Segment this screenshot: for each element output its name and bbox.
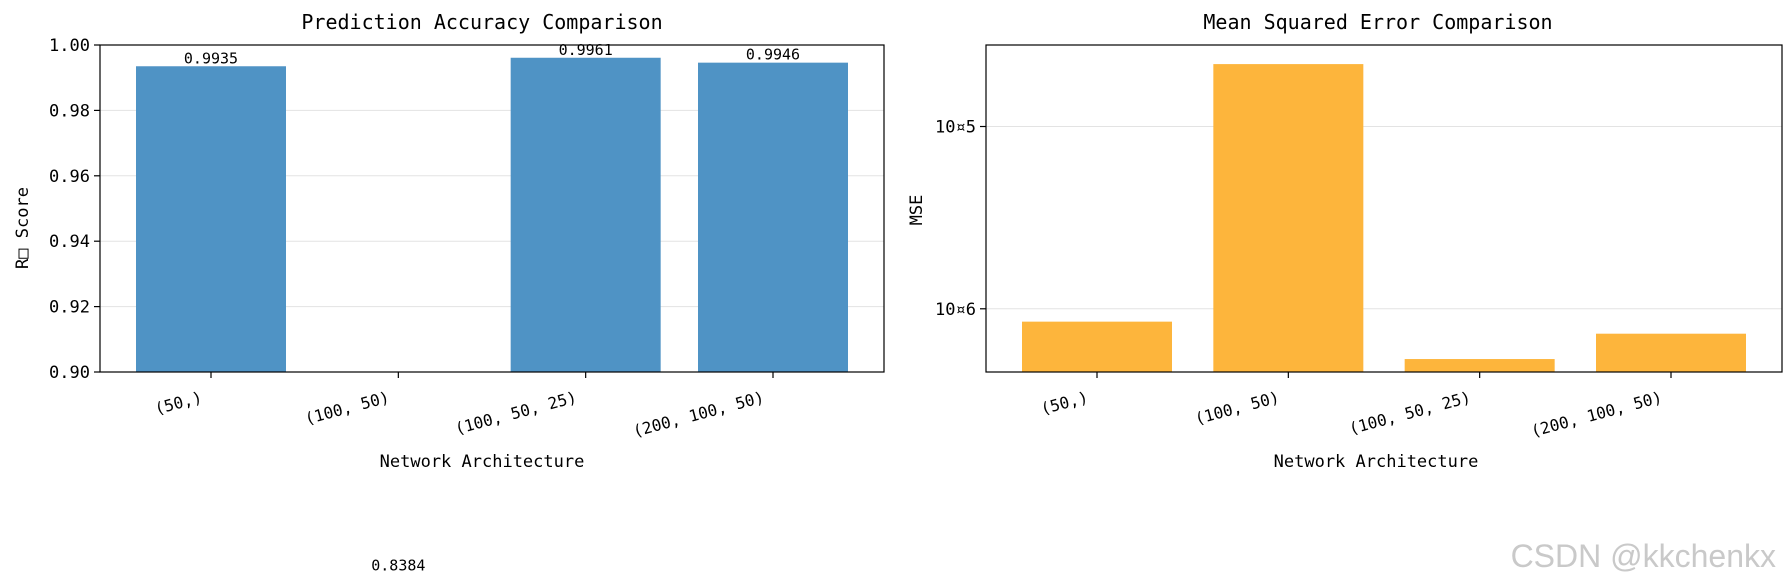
mse-bar (1213, 64, 1364, 373)
mse-x-tick-label: (200, 100, 50) (1529, 388, 1664, 441)
accuracy-y-tick-label: 0.98 (49, 101, 90, 121)
accuracy-value-label: 0.9935 (184, 49, 238, 67)
mse-gridlines (986, 126, 1782, 310)
accuracy-bars (136, 57, 848, 373)
mse-y-tick-label: 10¤5 (935, 118, 976, 138)
accuracy-y-tick-label: 1.00 (49, 36, 90, 56)
accuracy-y-tick-label: 0.94 (49, 232, 90, 252)
mse-bar (1596, 333, 1746, 372)
accuracy-chart-title: Prediction Accuracy Comparison (301, 10, 662, 34)
mse-plot-frame (985, 44, 1783, 373)
accuracy-bar (510, 57, 661, 373)
accuracy-value-label: 0.9946 (746, 46, 800, 64)
accuracy-bar (698, 62, 848, 373)
mse-chart: Mean Squared Error Comparison MSE Networ… (907, 10, 1783, 472)
mse-x-tick-label: (50,) (1039, 388, 1090, 419)
accuracy-y-tick-label: 0.92 (49, 298, 90, 318)
accuracy-plot-frame (99, 44, 885, 373)
mse-x-tick-label: (100, 50) (1193, 388, 1282, 429)
accuracy-y-tick-label: 0.90 (49, 363, 90, 383)
accuracy-x-tick-label: (100, 50) (303, 388, 392, 429)
watermark: CSDN @kkchenkx (1510, 538, 1776, 574)
accuracy-value-label: 0.8384 (371, 556, 425, 574)
accuracy-x-tick-label: (200, 100, 50) (631, 388, 766, 441)
accuracy-chart: Prediction Accuracy Comparison R□ Score … (13, 10, 885, 574)
mse-bar (1022, 321, 1172, 372)
mse-x-axis-label: Network Architecture (1274, 452, 1479, 472)
accuracy-y-tick-label: 0.96 (49, 167, 90, 187)
mse-chart-title: Mean Squared Error Comparison (1203, 10, 1552, 34)
accuracy-x-tick-label: (50,) (153, 388, 204, 419)
mse-y-tick-label: 10¤6 (935, 300, 976, 320)
mse-bar (1404, 359, 1555, 372)
mse-bars (1022, 64, 1746, 373)
mse-y-axis-label: MSE (907, 195, 927, 226)
accuracy-value-label: 0.9961 (559, 41, 613, 59)
accuracy-bar (136, 66, 286, 372)
accuracy-x-axis-label: Network Architecture (380, 452, 585, 472)
accuracy-x-tick-label: (100, 50, 25) (453, 388, 579, 439)
mse-x-tick-label: (100, 50, 25) (1347, 388, 1473, 439)
accuracy-y-axis-label: R□ Score (13, 187, 33, 269)
